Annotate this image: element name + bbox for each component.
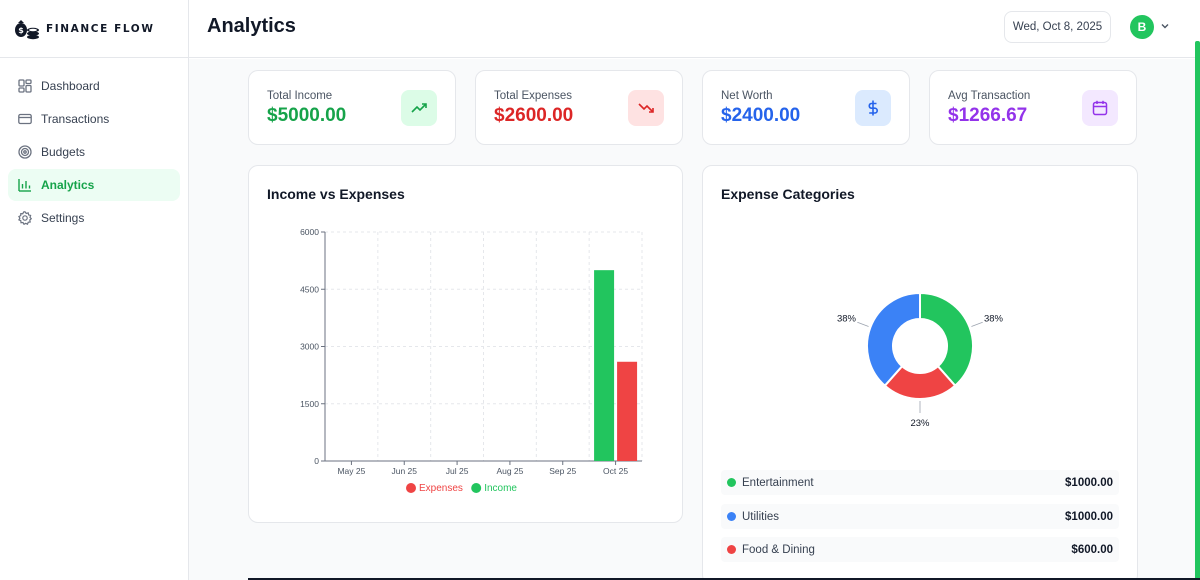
target-icon bbox=[18, 145, 32, 159]
sidebar-item-label: Analytics bbox=[41, 178, 95, 192]
category-amount: $1000.00 bbox=[1065, 476, 1113, 489]
legend-label: Income bbox=[484, 483, 517, 494]
sidebar-item-label: Settings bbox=[41, 211, 85, 225]
donut-slice[interactable] bbox=[919, 291, 974, 388]
gear-icon bbox=[18, 211, 32, 225]
stat-label: Net Worth bbox=[721, 90, 773, 102]
legend-marker bbox=[471, 483, 482, 493]
brand[interactable]: $ FINANCE FLOW bbox=[0, 0, 188, 58]
label-leader bbox=[857, 321, 869, 327]
bar-income[interactable] bbox=[594, 270, 615, 461]
chevron-down-icon[interactable] bbox=[1159, 20, 1171, 32]
expense-categories-donut-chart: 38% 23% 38% bbox=[837, 291, 1004, 429]
stat-value: $5000.00 bbox=[267, 105, 347, 126]
legend-dot bbox=[727, 512, 736, 521]
trending-up-icon bbox=[401, 90, 437, 126]
date-display[interactable]: Wed, Oct 8, 2025 bbox=[1004, 11, 1111, 43]
sidebar-item-label: Transactions bbox=[41, 112, 110, 126]
sidebar-item-transactions[interactable]: Transactions bbox=[8, 103, 180, 135]
avatar[interactable]: B bbox=[1130, 15, 1154, 39]
credit-card-icon bbox=[18, 112, 32, 126]
category-row-utilities: Utilities $1000.00 bbox=[721, 504, 1119, 529]
x-tick-label: Oct 25 bbox=[603, 466, 628, 476]
sidebar-item-budgets[interactable]: Budgets bbox=[8, 136, 180, 168]
x-tick-label: Jul 25 bbox=[446, 466, 469, 476]
sidebar: $ FINANCE FLOW Dashboard Transactions Bu… bbox=[0, 0, 189, 580]
bar-chart-icon bbox=[18, 178, 32, 192]
category-name: Utilities bbox=[742, 510, 780, 523]
legend-dot bbox=[727, 478, 736, 487]
slice-percent-label: 38% bbox=[837, 314, 857, 325]
stat-card-avg-transaction: Avg Transaction $1266.67 bbox=[929, 70, 1137, 145]
sidebar-nav: Dashboard Transactions Budgets Analytics… bbox=[0, 58, 188, 247]
legend-dot bbox=[727, 545, 736, 554]
stat-value: $2600.00 bbox=[494, 105, 574, 126]
money-bag-logo-icon: $ bbox=[15, 19, 39, 39]
y-tick-label: 0 bbox=[314, 456, 319, 466]
income-vs-expenses-panel: Income vs Expenses 0 1500 3000 4500 6000 May … bbox=[248, 165, 683, 523]
category-row-entertainment: Entertainment $1000.00 bbox=[721, 470, 1119, 495]
stat-card-net-worth: Net Worth $2400.00 bbox=[702, 70, 910, 145]
y-tick-label: 4500 bbox=[300, 284, 319, 294]
category-amount: $1000.00 bbox=[1065, 510, 1113, 523]
slice-percent-label: 38% bbox=[984, 314, 1004, 325]
y-tick-label: 3000 bbox=[300, 342, 319, 352]
expense-categories-panel: Expense Categories 38% 23% 38% Entertainme… bbox=[702, 165, 1138, 580]
svg-text:$: $ bbox=[18, 26, 24, 35]
x-tick-label: May 25 bbox=[337, 466, 365, 476]
bar-expenses[interactable] bbox=[617, 361, 638, 461]
trending-down-icon bbox=[628, 90, 664, 126]
x-tick-label: Jun 25 bbox=[391, 466, 417, 476]
page-title: Analytics bbox=[207, 15, 296, 37]
stat-card-total-expenses: Total Expenses $2600.00 bbox=[475, 70, 683, 145]
label-leader bbox=[971, 321, 983, 327]
x-tick-label: Sep 25 bbox=[549, 466, 576, 476]
panel-title: Income vs Expenses bbox=[267, 186, 405, 202]
donut-slice[interactable] bbox=[866, 291, 921, 388]
sidebar-item-settings[interactable]: Settings bbox=[8, 202, 180, 234]
x-tick-label: Aug 25 bbox=[496, 466, 523, 476]
sidebar-item-label: Budgets bbox=[41, 145, 86, 159]
panel-title: Expense Categories bbox=[721, 186, 855, 202]
sidebar-item-label: Dashboard bbox=[41, 79, 100, 93]
dollar-icon bbox=[855, 90, 891, 126]
category-name: Entertainment bbox=[742, 476, 814, 489]
income-expenses-bar-chart: 0 1500 3000 4500 6000 May 25 Jun 25 Jul 25 Aug 2… bbox=[300, 227, 643, 494]
top-header: Analytics Wed, Oct 8, 2025 B bbox=[189, 0, 1200, 58]
sidebar-item-dashboard[interactable]: Dashboard bbox=[8, 70, 180, 102]
category-name: Food & Dining bbox=[742, 543, 815, 556]
category-row-food-dining: Food & Dining $600.00 bbox=[721, 537, 1119, 562]
stat-label: Total Income bbox=[267, 90, 333, 102]
calendar-icon bbox=[1082, 90, 1118, 126]
stat-label: Avg Transaction bbox=[948, 90, 1031, 102]
stat-value: $2400.00 bbox=[721, 105, 801, 126]
brand-name: FINANCE FLOW bbox=[46, 22, 155, 35]
legend-label: Expenses bbox=[419, 483, 463, 494]
stat-label: Total Expenses bbox=[494, 90, 572, 102]
stat-value: $1266.67 bbox=[948, 105, 1028, 126]
y-tick-label: 6000 bbox=[300, 227, 319, 237]
category-amount: $600.00 bbox=[1071, 543, 1113, 556]
stat-card-total-income: Total Income $5000.00 bbox=[248, 70, 456, 145]
scrollbar[interactable] bbox=[1195, 41, 1200, 580]
sidebar-item-analytics[interactable]: Analytics bbox=[8, 169, 180, 201]
y-tick-label: 1500 bbox=[300, 399, 319, 409]
slice-percent-label: 23% bbox=[910, 418, 930, 429]
legend-marker bbox=[406, 483, 416, 493]
dashboard-grid-icon bbox=[18, 79, 32, 93]
bottom-edge bbox=[248, 578, 1200, 580]
